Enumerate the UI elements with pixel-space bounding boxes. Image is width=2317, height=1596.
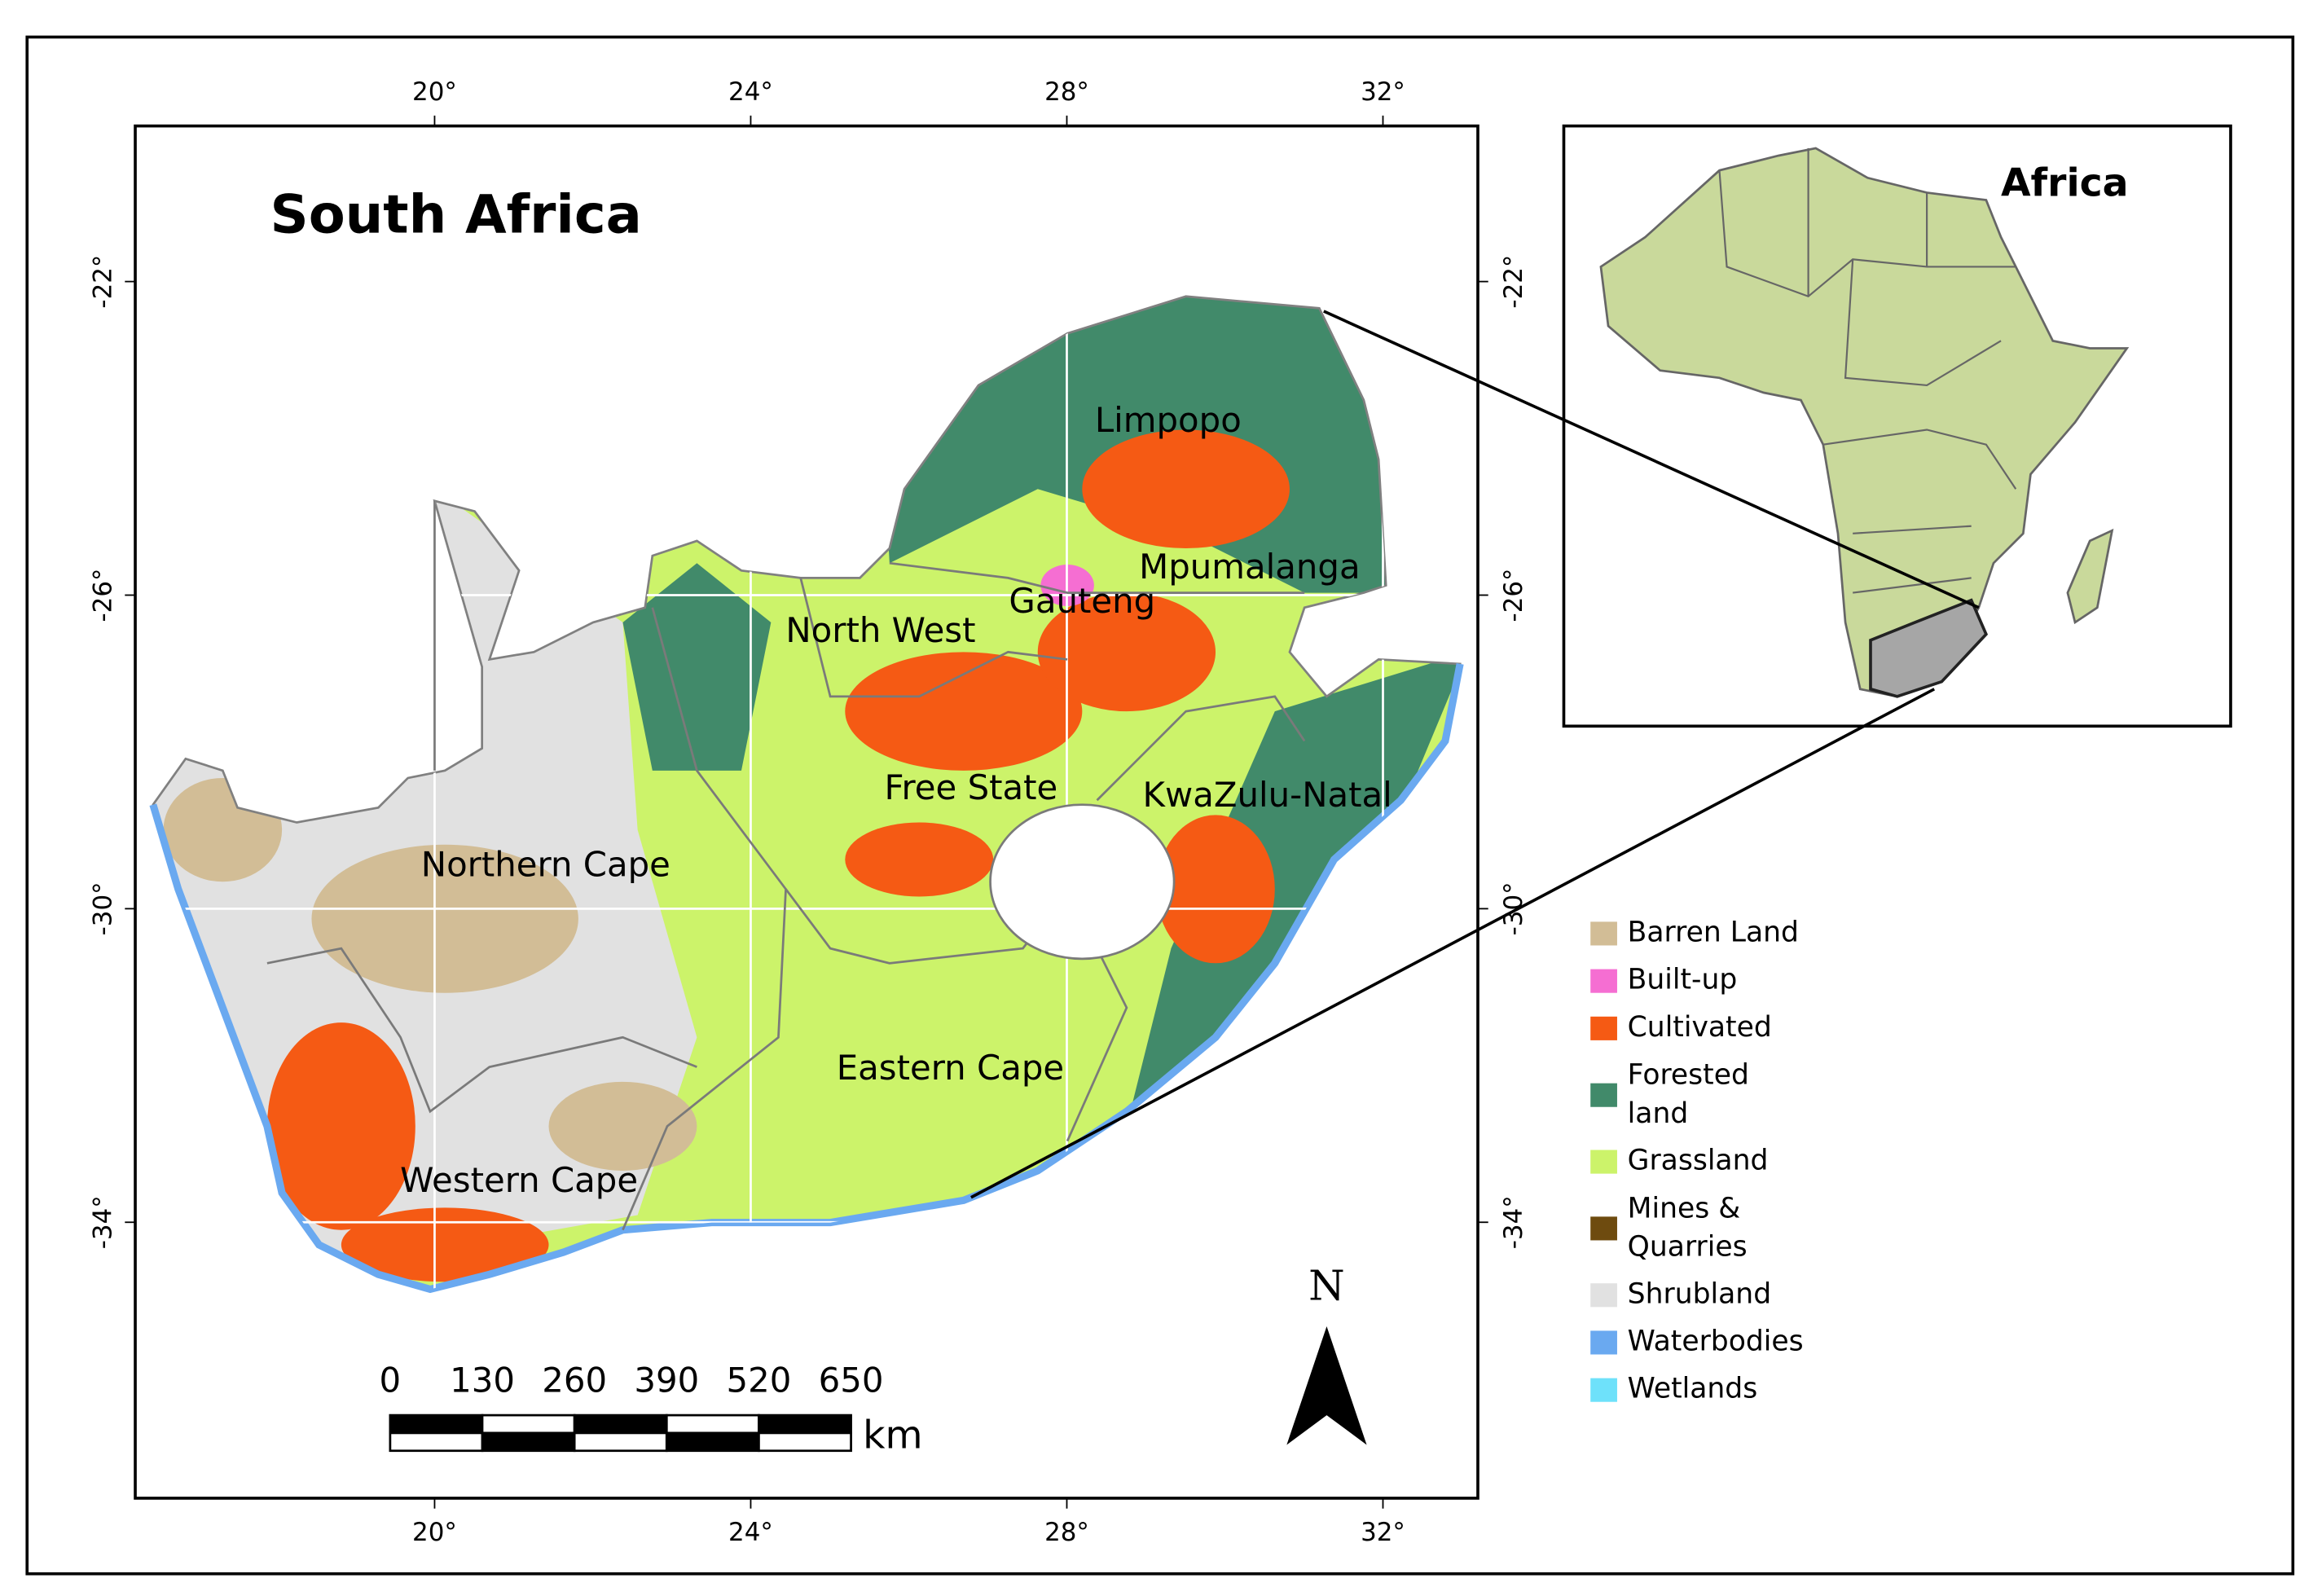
legend-swatch [1590,1150,1617,1174]
lat-label: -30° [88,882,117,935]
inset-title: Africa [2001,160,2129,205]
border [1822,429,2017,594]
zoom-line [1323,310,1980,609]
land-patch [622,563,772,771]
legend-swatch [1590,969,1617,993]
scale-segment [389,1431,484,1453]
province-labels: Limpopo Mpumalanga Gauteng North West Fr… [400,400,1392,1200]
land-patch [548,1081,697,1171]
lon-label: 28° [1044,1518,1089,1547]
lat-label: -26° [88,569,117,622]
border [1718,170,2016,298]
legend-label: Wetlands [1628,1373,1758,1405]
land-patch [311,844,578,993]
legend-swatch [1590,1216,1617,1241]
lon-label: 32° [1361,77,1405,107]
scale-segment [665,1431,760,1453]
legend-label-line: Mines & [1628,1192,1749,1224]
border [889,561,1305,594]
lat-label: -22° [1499,255,1528,309]
lon-label: 32° [1361,1518,1405,1547]
scale-segment [481,1414,576,1435]
legend-label-line: Quarries [1628,1230,1748,1263]
lat-label: -30° [1499,882,1528,935]
land-patch [1082,429,1290,549]
border [622,607,787,1231]
scale-label: 650 [819,1361,884,1400]
lat-label: -22° [88,255,117,309]
province-label: Gauteng [1009,581,1155,621]
legend-label-line: land [1628,1097,1689,1129]
border [799,578,1068,698]
scale-segment [389,1414,484,1435]
scale-label: 390 [634,1361,699,1400]
madagascar [2066,528,2114,625]
inset-south-africa [1869,598,1989,698]
legend-label: Forested land [1628,1058,1758,1129]
africa [1599,147,2130,698]
province-label: KwaZulu-Natal [1143,775,1392,815]
lon-label: 24° [728,1518,773,1547]
legend-swatch [1590,1016,1617,1040]
legend: Barren Land Built-up Cultivated Forested la… [1590,916,1804,1405]
lat-label: -26° [1499,569,1528,622]
legend-swatch [1590,921,1617,946]
scale-label: 520 [727,1361,792,1400]
province-label: Free State [885,767,1058,807]
lon-label: 20° [412,1518,457,1547]
legend-swatch [1590,1083,1617,1107]
province-label: Western Cape [400,1160,638,1200]
scale-segment [481,1431,576,1453]
land-patch [1037,592,1216,712]
legend-label: Cultivated [1628,1011,1772,1044]
zoom-line [970,688,1936,1199]
legend-label: Mines & Quarries [1628,1192,1749,1263]
land-patch [266,1022,415,1230]
legend-swatch [1590,1378,1617,1402]
scale-unit: km [863,1413,922,1458]
legend-swatch [1590,1283,1617,1308]
legend-swatch [1590,1330,1617,1355]
legend-label-line: Forested [1628,1058,1758,1091]
lon-label: 24° [728,77,773,107]
scale-bar: 0 130 260 390 520 650 km [380,1361,923,1458]
legend-label: Barren Land [1628,916,1799,948]
scale-segment [573,1414,668,1435]
north-label: N [1308,1262,1345,1310]
land-patch [1156,815,1275,964]
africa-borders [1718,147,2017,594]
scale-label: 0 [380,1361,402,1400]
border [266,947,697,1114]
scale-segment [573,1431,668,1453]
scale-label: 260 [542,1361,607,1400]
province-label: Mpumalanga [1139,547,1360,587]
land-patch [341,1207,549,1282]
land-patch [845,652,1083,771]
legend-label: Grassland [1628,1145,1769,1177]
north-arrow [1286,1326,1367,1445]
land-patch [845,822,994,897]
legend-label: Shrubland [1628,1277,1771,1310]
legend-label: Waterbodies [1628,1325,1804,1357]
lon-label: 20° [412,77,457,107]
province-label: Limpopo [1095,400,1242,440]
province-label: Eastern Cape [837,1048,1064,1088]
province-label: Northern Cape [421,845,670,885]
lat-label: -34° [88,1195,117,1249]
border [1096,695,1306,802]
legend-label: Built-up [1628,964,1738,996]
scale-segment [758,1431,852,1453]
scale-label: 130 [450,1361,515,1400]
lon-label: 28° [1044,77,1089,107]
scale-segment [665,1414,760,1435]
scale-segment [758,1414,852,1435]
province-label: North West [785,610,975,650]
map-title: South Africa [270,183,642,245]
border [1807,147,2002,387]
lat-label: -34° [1499,1195,1528,1249]
lesotho [989,803,1176,961]
